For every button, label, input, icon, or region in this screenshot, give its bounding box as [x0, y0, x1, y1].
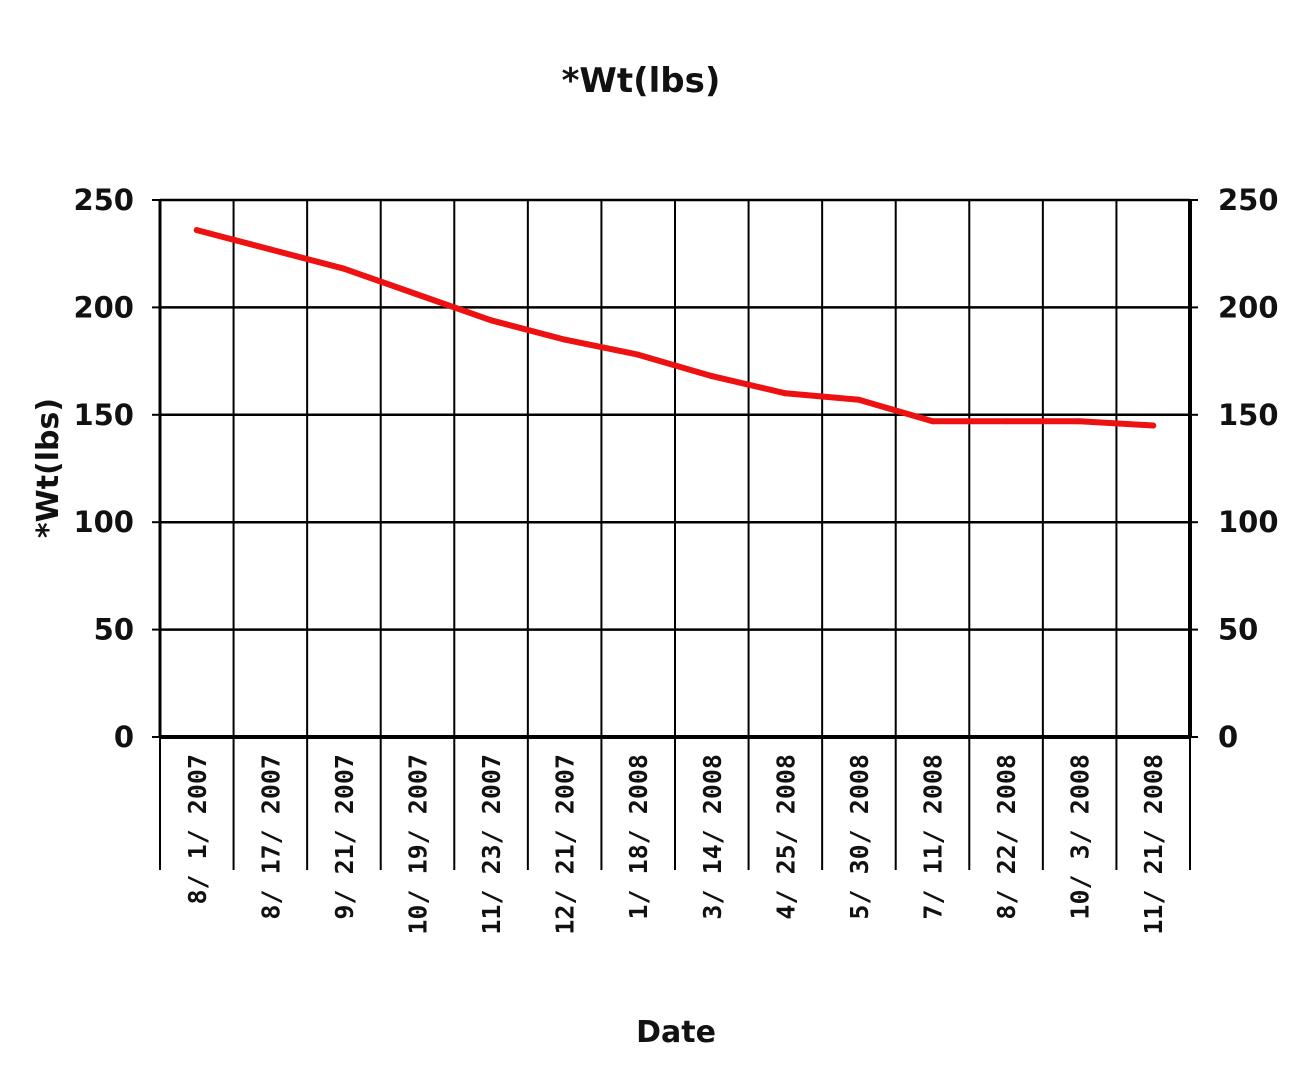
x-tick-label-3: 10/ 19/ 2007 [404, 754, 433, 935]
data-point-5 [561, 336, 568, 343]
data-point-8 [782, 390, 789, 397]
x-tick-label-13: 11/ 21/ 2008 [1139, 754, 1168, 935]
x-axis-label: Date [636, 1015, 716, 1050]
y-tick-label-left-50: 50 [94, 613, 134, 647]
y-tick-label-left-200: 200 [73, 290, 134, 324]
x-tick-label-6: 1/ 18/ 2008 [624, 754, 653, 920]
data-point-6 [635, 351, 642, 358]
x-tick-label-11: 8/ 22/ 2008 [992, 754, 1021, 920]
y-tick-label-right-150: 150 [1218, 398, 1279, 432]
data-point-0 [193, 227, 200, 234]
x-tick-label-10: 7/ 11/ 2008 [919, 754, 948, 920]
plot-grid [152, 198, 1198, 870]
series-layer [193, 227, 1157, 429]
y-axis-label: *Wt(lbs) [31, 398, 66, 538]
data-point-2 [340, 265, 347, 272]
x-tick-label-12: 10/ 3/ 2008 [1066, 754, 1095, 920]
y-tick-label-right-50: 50 [1218, 613, 1258, 647]
y-tick-label-right-100: 100 [1218, 505, 1279, 539]
data-point-13 [1150, 422, 1157, 429]
x-tick-label-0: 8/ 1/ 2007 [183, 754, 212, 905]
data-point-12 [1076, 418, 1083, 425]
data-point-10 [929, 418, 936, 425]
chart-title: *Wt(lbs) [562, 61, 721, 101]
y-tick-label-left-250: 250 [73, 183, 134, 217]
y-tick-label-left-0: 0 [114, 720, 134, 754]
x-tick-label-5: 12/ 21/ 2007 [551, 754, 580, 935]
x-tick-label-2: 9/ 21/ 2007 [330, 754, 359, 920]
y-tick-label-left-150: 150 [73, 398, 134, 432]
y-tick-label-left-100: 100 [73, 505, 134, 539]
x-tick-label-7: 3/ 14/ 2008 [698, 754, 727, 920]
y-tick-label-right-200: 200 [1218, 290, 1279, 324]
series-line-0 [193, 227, 1157, 429]
y-tick-label-right-0: 0 [1218, 720, 1238, 754]
x-tick-label-1: 8/ 17/ 2007 [256, 754, 285, 920]
x-tick-label-4: 11/ 23/ 2007 [477, 754, 506, 935]
data-point-4 [488, 317, 495, 324]
y-axis-ticks: 0 0 50 50 100 100 150 150 200 200 250 250 [73, 183, 1278, 754]
x-tick-label-8: 4/ 25/ 2008 [771, 754, 800, 920]
data-point-3 [414, 291, 421, 298]
data-point-1 [267, 246, 274, 253]
x-axis-ticks: 8/ 1/ 2007 8/ 17/ 2007 9/ 21/ 2007 10/ 19/ … [183, 754, 1168, 935]
x-tick-label-9: 5/ 30/ 2008 [845, 754, 874, 920]
data-point-9 [855, 396, 862, 403]
data-point-11 [1003, 418, 1010, 425]
data-point-7 [708, 373, 715, 380]
y-tick-label-right-250: 250 [1218, 183, 1279, 217]
